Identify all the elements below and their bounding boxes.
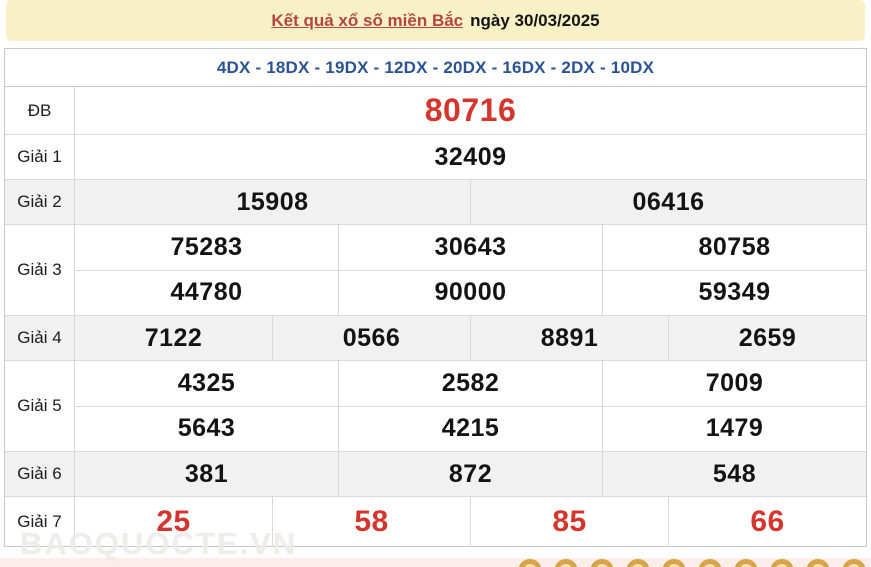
lotto-ball-icon bbox=[518, 559, 542, 567]
prize-numbers: 80716 bbox=[75, 87, 866, 134]
prize-number: 25 bbox=[156, 504, 191, 538]
prize-line: 15908 06416 bbox=[75, 180, 866, 224]
results-title-link[interactable]: Kết quả xổ số miền Bắc bbox=[271, 10, 464, 30]
prize-row: Giải 7 25 58 85 66 bbox=[5, 497, 866, 546]
prize-label: Giải 2 bbox=[5, 180, 75, 224]
prize-label: ĐB bbox=[5, 87, 75, 134]
results-body: ĐB 80716 Giải 1 32409 Giải 2 15908 06416 Giải 3… bbox=[5, 87, 866, 546]
prize-numbers: 381 872 548 bbox=[75, 452, 866, 496]
prize-label: Giải 1 bbox=[5, 135, 75, 179]
prize-row: Giải 1 32409 bbox=[5, 135, 866, 180]
prize-label: Giải 3 bbox=[5, 225, 75, 315]
prize-numbers: 25 58 85 66 bbox=[75, 497, 866, 546]
prize-row: Giải 4 7122 0566 8891 2659 bbox=[5, 316, 866, 361]
prize-numbers: 4325 2582 7009 5643 4215 1479 bbox=[75, 361, 866, 451]
prize-number: 4215 bbox=[338, 406, 602, 451]
prize-number: 1479 bbox=[602, 406, 866, 451]
results-header-banner: Kết quả xổ số miền Bắc ngày 30/03/2025 bbox=[6, 0, 865, 41]
prize-number: 30643 bbox=[338, 225, 602, 270]
lotto-ball-icon bbox=[554, 559, 578, 567]
prize-line: 7122 0566 8891 2659 bbox=[75, 316, 866, 360]
lotto-ball-icon bbox=[626, 559, 650, 567]
prize-number: 4325 bbox=[177, 368, 236, 397]
prize-line: 4325 2582 7009 bbox=[75, 361, 866, 406]
prize-number: 5643 bbox=[177, 414, 236, 443]
prize-number: 15908 bbox=[236, 187, 309, 216]
prize-number: 32409 bbox=[434, 142, 507, 171]
prize-number: 06416 bbox=[470, 180, 866, 224]
prize-label: Giải 6 bbox=[5, 452, 75, 496]
prize-number: 80758 bbox=[602, 225, 866, 270]
prize-number: 872 bbox=[338, 452, 602, 496]
bottom-strip bbox=[0, 558, 871, 567]
lotto-ball-icon bbox=[806, 559, 830, 567]
prize-label: Giải 5 bbox=[5, 361, 75, 451]
prize-number: 7009 bbox=[602, 361, 866, 406]
lotto-ball-icon bbox=[662, 559, 686, 567]
lotto-ball-icon bbox=[770, 559, 794, 567]
prize-number: 2582 bbox=[338, 361, 602, 406]
prize-numbers: 75283 30643 80758 44780 90000 59349 bbox=[75, 225, 866, 315]
prize-row: Giải 2 15908 06416 bbox=[5, 180, 866, 225]
prize-number: 59349 bbox=[602, 270, 866, 315]
prize-number: 44780 bbox=[170, 278, 243, 307]
prize-line: 25 58 85 66 bbox=[75, 497, 866, 546]
lotto-ball-icon bbox=[842, 559, 866, 567]
prize-number: 75283 bbox=[170, 232, 243, 261]
prize-row: Giải 6 381 872 548 bbox=[5, 452, 866, 497]
prize-number: 381 bbox=[184, 459, 229, 488]
lottery-results-table: 4DX - 18DX - 19DX - 12DX - 20DX - 16DX -… bbox=[4, 48, 867, 547]
prize-number: 66 bbox=[668, 497, 866, 546]
prize-line: 381 872 548 bbox=[75, 452, 866, 496]
prize-numbers: 7122 0566 8891 2659 bbox=[75, 316, 866, 360]
prize-number: 8891 bbox=[470, 316, 668, 360]
prize-row: ĐB 80716 bbox=[5, 87, 866, 135]
prize-label: Giải 7 bbox=[5, 497, 75, 546]
prize-line: 80716 bbox=[75, 87, 866, 134]
lotto-ball-icon bbox=[698, 559, 722, 567]
prize-line: 32409 bbox=[75, 135, 866, 179]
prize-line: 44780 90000 59349 bbox=[75, 269, 866, 315]
prize-row: Giải 5 4325 2582 7009 5643 4215 1479 bbox=[5, 361, 866, 452]
prize-number: 85 bbox=[470, 497, 668, 546]
prize-row: Giải 3 75283 30643 80758 44780 90000 59349 bbox=[5, 225, 866, 316]
prize-number: 548 bbox=[602, 452, 866, 496]
prize-number: 7122 bbox=[144, 323, 203, 352]
prize-label: Giải 4 bbox=[5, 316, 75, 360]
prize-number: 2659 bbox=[668, 316, 866, 360]
prize-number: 80716 bbox=[424, 92, 517, 128]
prize-line: 75283 30643 80758 bbox=[75, 225, 866, 270]
results-date: ngày 30/03/2025 bbox=[470, 10, 600, 30]
prize-numbers: 32409 bbox=[75, 135, 866, 179]
lotto-ball-icon bbox=[734, 559, 758, 567]
prize-number: 0566 bbox=[272, 316, 470, 360]
station-codes: 4DX - 18DX - 19DX - 12DX - 20DX - 16DX -… bbox=[5, 49, 866, 87]
lotto-ball-icon bbox=[590, 559, 614, 567]
prize-numbers: 15908 06416 bbox=[75, 180, 866, 224]
prize-number: 90000 bbox=[338, 270, 602, 315]
prize-line: 5643 4215 1479 bbox=[75, 405, 866, 451]
prize-number: 58 bbox=[272, 497, 470, 546]
